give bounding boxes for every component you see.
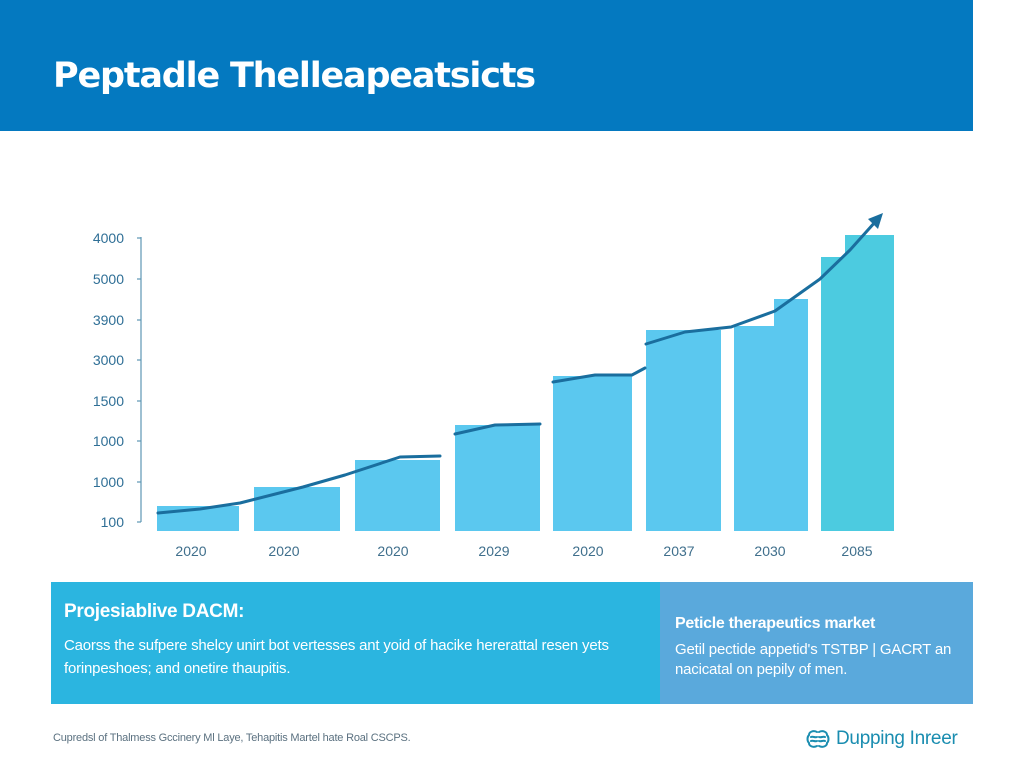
y-tick-label: 3000 bbox=[92, 352, 124, 368]
brain-logo-icon bbox=[806, 730, 830, 748]
y-tick-label: 1500 bbox=[92, 393, 124, 409]
y-tick-label: 4000 bbox=[92, 230, 124, 246]
y-axis bbox=[137, 237, 142, 523]
bar-2 bbox=[254, 487, 340, 531]
bar-8-step bbox=[821, 257, 847, 531]
bar-8 bbox=[845, 235, 894, 531]
bar-4 bbox=[455, 425, 540, 531]
bars bbox=[157, 235, 894, 531]
panel-body: Caorss the sufpere shelcy unirt bot vert… bbox=[64, 637, 609, 677]
x-tick-label: 2030 bbox=[754, 543, 786, 559]
trend-line bbox=[156, 213, 883, 515]
x-tick-label: 2085 bbox=[841, 543, 873, 559]
x-tick-label: 2037 bbox=[663, 543, 695, 559]
page-title: Peptadle Thelleapeatsicts bbox=[53, 56, 536, 96]
brand-logo: Dupping Inreer bbox=[806, 728, 958, 750]
cagr-info-panel: Projesiablive DACM: Caorss the sufpere s… bbox=[51, 582, 660, 704]
bar-3 bbox=[355, 460, 440, 531]
y-tick-label: 1000 bbox=[92, 433, 124, 449]
header-banner: Peptadle Thelleapeatsicts bbox=[0, 0, 973, 131]
footer-source-note: Cupredsl of Thalmess Gccinery Ml Laye, T… bbox=[53, 732, 411, 744]
y-tick-label: 100 bbox=[100, 514, 124, 530]
bar-6 bbox=[646, 330, 721, 531]
trend-arrowhead-icon bbox=[868, 213, 883, 229]
panel-body: Getil pectide appetid's TSTBP | GACRT an… bbox=[675, 641, 952, 678]
x-tick-label: 2020 bbox=[175, 543, 207, 559]
panel-title: Peticle therapeutics market bbox=[675, 615, 875, 632]
y-tick-label: 5000 bbox=[92, 271, 124, 287]
brand-name: Dupping Inreer bbox=[836, 728, 958, 749]
x-tick-label: 2020 bbox=[377, 543, 409, 559]
x-tick-label: 2020 bbox=[268, 543, 300, 559]
x-tick-label: 2029 bbox=[478, 543, 510, 559]
y-tick-label: 3900 bbox=[92, 312, 124, 328]
bar-7 bbox=[774, 299, 808, 531]
panel-title: Projesiablive DACM: bbox=[64, 601, 245, 622]
x-tick-label: 2020 bbox=[572, 543, 604, 559]
bar-5 bbox=[553, 376, 632, 531]
y-tick-label: 1000 bbox=[92, 474, 124, 490]
market-info-panel: Peticle therapeutics market Getil pectid… bbox=[660, 582, 973, 704]
